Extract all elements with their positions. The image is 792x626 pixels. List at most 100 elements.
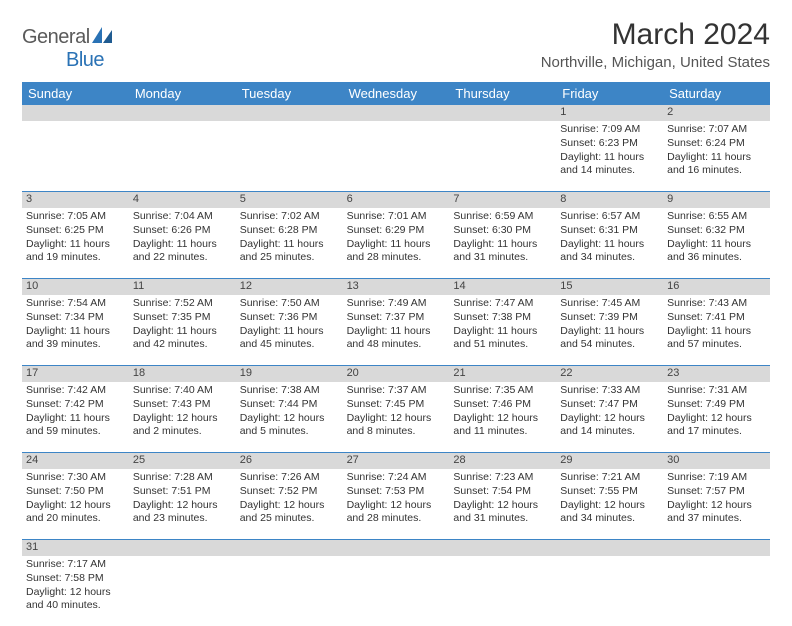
dayname-row: Sunday Monday Tuesday Wednesday Thursday… (22, 82, 770, 105)
daylight: Daylight: 12 hours and 28 minutes. (347, 499, 446, 526)
daynum (449, 105, 556, 121)
day-cell: Sunrise: 6:55 AMSunset: 6:32 PMDaylight:… (663, 208, 770, 278)
daylight: Daylight: 11 hours and 14 minutes. (560, 151, 659, 178)
sunset: Sunset: 7:44 PM (240, 398, 339, 412)
daynum: 23 (663, 366, 770, 382)
sunset: Sunset: 7:34 PM (26, 311, 125, 325)
sunset: Sunset: 7:45 PM (347, 398, 446, 412)
dayname: Saturday (663, 82, 770, 105)
week-row: Sunrise: 7:05 AMSunset: 6:25 PMDaylight:… (22, 208, 770, 279)
daynum: 20 (343, 366, 450, 382)
daynum: 16 (663, 279, 770, 295)
week-row: Sunrise: 7:54 AMSunset: 7:34 PMDaylight:… (22, 295, 770, 366)
sunset: Sunset: 7:53 PM (347, 485, 446, 499)
daynum (343, 540, 450, 556)
day-cell: Sunrise: 7:30 AMSunset: 7:50 PMDaylight:… (22, 469, 129, 539)
month-title: March 2024 (541, 18, 770, 52)
daylight: Daylight: 11 hours and 22 minutes. (133, 238, 232, 265)
dayname: Friday (556, 82, 663, 105)
day-cell: Sunrise: 6:57 AMSunset: 6:31 PMDaylight:… (556, 208, 663, 278)
daynum (236, 540, 343, 556)
daynum: 3 (22, 192, 129, 208)
daylight: Daylight: 12 hours and 14 minutes. (560, 412, 659, 439)
header: GeneralBlue March 2024 Northville, Michi… (22, 18, 770, 72)
daynum: 27 (343, 453, 450, 469)
sunrise: Sunrise: 6:57 AM (560, 210, 659, 224)
sunset: Sunset: 7:50 PM (26, 485, 125, 499)
daynum: 21 (449, 366, 556, 382)
daynum: 4 (129, 192, 236, 208)
day-cell: Sunrise: 7:47 AMSunset: 7:38 PMDaylight:… (449, 295, 556, 365)
daynum: 29 (556, 453, 663, 469)
daylight: Daylight: 12 hours and 8 minutes. (347, 412, 446, 439)
daynum: 7 (449, 192, 556, 208)
daylight: Daylight: 11 hours and 45 minutes. (240, 325, 339, 352)
daylight: Daylight: 12 hours and 25 minutes. (240, 499, 339, 526)
daynum: 26 (236, 453, 343, 469)
sunrise: Sunrise: 7:09 AM (560, 123, 659, 137)
day-cell: Sunrise: 7:45 AMSunset: 7:39 PMDaylight:… (556, 295, 663, 365)
dayname: Tuesday (236, 82, 343, 105)
daynum: 31 (22, 540, 129, 556)
daynum: 30 (663, 453, 770, 469)
sunset: Sunset: 7:36 PM (240, 311, 339, 325)
week-row: Sunrise: 7:09 AMSunset: 6:23 PMDaylight:… (22, 121, 770, 192)
empty-cell (129, 121, 236, 191)
sunrise: Sunrise: 7:38 AM (240, 384, 339, 398)
sunset: Sunset: 7:58 PM (26, 572, 125, 586)
daynum-row: 12 (22, 105, 770, 121)
logo-word1: General (22, 26, 90, 48)
sunrise: Sunrise: 7:47 AM (453, 297, 552, 311)
sunrise: Sunrise: 7:30 AM (26, 471, 125, 485)
daylight: Daylight: 11 hours and 16 minutes. (667, 151, 766, 178)
daynum (236, 105, 343, 121)
daylight: Daylight: 12 hours and 5 minutes. (240, 412, 339, 439)
day-cell: Sunrise: 7:40 AMSunset: 7:43 PMDaylight:… (129, 382, 236, 452)
daynum: 15 (556, 279, 663, 295)
daynum: 22 (556, 366, 663, 382)
sunset: Sunset: 7:37 PM (347, 311, 446, 325)
sunset: Sunset: 7:39 PM (560, 311, 659, 325)
daynum: 17 (22, 366, 129, 382)
location: Northville, Michigan, United States (541, 54, 770, 71)
sunrise: Sunrise: 7:37 AM (347, 384, 446, 398)
day-cell: Sunrise: 7:50 AMSunset: 7:36 PMDaylight:… (236, 295, 343, 365)
sunrise: Sunrise: 7:40 AM (133, 384, 232, 398)
day-cell: Sunrise: 7:54 AMSunset: 7:34 PMDaylight:… (22, 295, 129, 365)
daynum (556, 540, 663, 556)
day-cell: Sunrise: 7:43 AMSunset: 7:41 PMDaylight:… (663, 295, 770, 365)
sunset: Sunset: 7:51 PM (133, 485, 232, 499)
daylight: Daylight: 11 hours and 51 minutes. (453, 325, 552, 352)
daylight: Daylight: 11 hours and 54 minutes. (560, 325, 659, 352)
sunset: Sunset: 6:26 PM (133, 224, 232, 238)
calendar: Sunday Monday Tuesday Wednesday Thursday… (22, 82, 770, 626)
sunrise: Sunrise: 7:07 AM (667, 123, 766, 137)
sunset: Sunset: 6:25 PM (26, 224, 125, 238)
sunrise: Sunrise: 7:26 AM (240, 471, 339, 485)
day-cell: Sunrise: 7:33 AMSunset: 7:47 PMDaylight:… (556, 382, 663, 452)
day-cell: Sunrise: 7:28 AMSunset: 7:51 PMDaylight:… (129, 469, 236, 539)
dayname: Monday (129, 82, 236, 105)
daynum: 9 (663, 192, 770, 208)
sunrise: Sunrise: 6:59 AM (453, 210, 552, 224)
sunrise: Sunrise: 7:21 AM (560, 471, 659, 485)
day-cell: Sunrise: 7:09 AMSunset: 6:23 PMDaylight:… (556, 121, 663, 191)
day-cell: Sunrise: 7:01 AMSunset: 6:29 PMDaylight:… (343, 208, 450, 278)
daynum: 11 (129, 279, 236, 295)
daylight: Daylight: 12 hours and 23 minutes. (133, 499, 232, 526)
day-cell: Sunrise: 7:37 AMSunset: 7:45 PMDaylight:… (343, 382, 450, 452)
sunset: Sunset: 7:54 PM (453, 485, 552, 499)
sunset: Sunset: 6:30 PM (453, 224, 552, 238)
day-cell: Sunrise: 7:07 AMSunset: 6:24 PMDaylight:… (663, 121, 770, 191)
day-cell: Sunrise: 7:38 AMSunset: 7:44 PMDaylight:… (236, 382, 343, 452)
daylight: Daylight: 12 hours and 2 minutes. (133, 412, 232, 439)
daylight: Daylight: 11 hours and 39 minutes. (26, 325, 125, 352)
daylight: Daylight: 12 hours and 17 minutes. (667, 412, 766, 439)
day-cell: Sunrise: 7:04 AMSunset: 6:26 PMDaylight:… (129, 208, 236, 278)
sunrise: Sunrise: 7:23 AM (453, 471, 552, 485)
daynum: 5 (236, 192, 343, 208)
day-cell: Sunrise: 7:02 AMSunset: 6:28 PMDaylight:… (236, 208, 343, 278)
daynum-row: 31 (22, 540, 770, 556)
sunrise: Sunrise: 6:55 AM (667, 210, 766, 224)
dayname: Sunday (22, 82, 129, 105)
